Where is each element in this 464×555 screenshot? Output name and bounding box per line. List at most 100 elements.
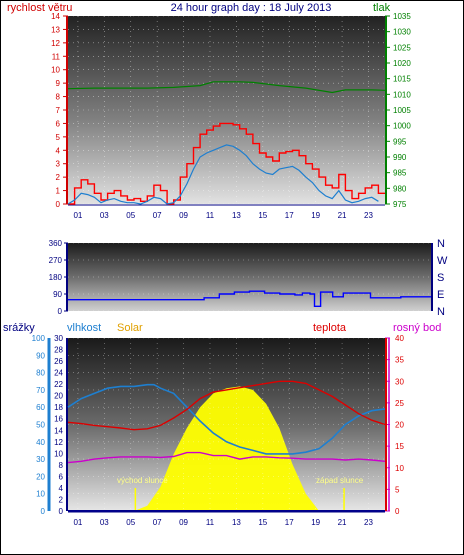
y-tick-label: 14 — [51, 12, 60, 21]
y2-tick-label: 1020 — [393, 59, 411, 68]
rain-tick-label: 18 — [54, 403, 63, 412]
y-tick-label: 360 — [49, 239, 63, 248]
x-tick-label: 01 — [73, 518, 82, 527]
wind-speed-label: rychlost větru — [7, 2, 72, 14]
x-tick-label: 23 — [364, 518, 373, 527]
x-tick-label: 07 — [153, 518, 162, 527]
compass-label: N — [437, 238, 445, 250]
humidity-tick-label: 90 — [36, 351, 45, 360]
x-tick-label: 03 — [100, 211, 109, 220]
pressure-label: tlak — [373, 2, 391, 14]
rain-tick-label: 24 — [54, 369, 63, 378]
x-tick-label: 05 — [126, 518, 135, 527]
temp-tick-label: 5 — [395, 485, 400, 494]
humidity-tick-label: 100 — [32, 334, 46, 343]
x-tick-label: 09 — [179, 518, 188, 527]
compass-label: N — [437, 306, 445, 318]
x-tick-label: 11 — [206, 211, 215, 220]
y-tick-label: 1 — [56, 187, 61, 196]
x-tick-label: 17 — [285, 211, 294, 220]
y2-tick-label: 1005 — [393, 106, 411, 115]
rain-tick-label: 22 — [54, 380, 63, 389]
temp-tick-label: 25 — [395, 399, 404, 408]
y2-tick-label: 1000 — [393, 122, 411, 131]
y2-tick-label: 995 — [393, 137, 407, 146]
x-tick-label: 11 — [206, 518, 215, 527]
x-tick-label: 03 — [100, 518, 109, 527]
x-tick-label: 19 — [311, 518, 320, 527]
y-tick-label: 0 — [56, 200, 61, 209]
rain-tick-label: 8 — [59, 461, 64, 470]
y2-tick-label: 990 — [393, 153, 407, 162]
x-tick-label: 19 — [311, 211, 320, 220]
rain-tick-label: 2 — [59, 495, 64, 504]
wind-direction-line — [68, 290, 431, 307]
y-tick-label: 10 — [51, 66, 60, 75]
rain-tick-label: 20 — [54, 392, 63, 401]
y-tick-label: 4 — [56, 146, 61, 155]
x-tick-label: 21 — [338, 211, 347, 220]
sunset-label: západ slunce — [316, 476, 364, 485]
temp-tick-label: 35 — [395, 356, 404, 365]
x-tick-label: 15 — [258, 518, 267, 527]
solar-area — [134, 386, 319, 511]
x-tick-label: 17 — [285, 518, 294, 527]
rain-tick-label: 10 — [54, 449, 63, 458]
humidity-line — [67, 383, 386, 455]
humidity-tick-label: 0 — [41, 507, 46, 516]
rain-tick-label: 30 — [54, 334, 63, 343]
rain-tick-label: 16 — [54, 415, 63, 424]
compass-label: S — [437, 272, 444, 284]
weather-chart: 0102030405060708090100024681012141618202… — [32, 334, 405, 527]
y2-tick-label: 1030 — [393, 28, 411, 37]
temp-tick-label: 10 — [395, 464, 404, 473]
y-tick-label: 270 — [49, 256, 63, 265]
y-tick-label: 90 — [53, 290, 62, 299]
x-tick-label: 01 — [73, 211, 82, 220]
x-tick-label: 09 — [179, 211, 188, 220]
legend-rain: srážky — [3, 322, 35, 334]
compass-label: E — [437, 289, 444, 301]
y-tick-label: 2 — [56, 173, 61, 182]
x-tick-label: 23 — [364, 211, 373, 220]
sunrise-label: východ slunce — [117, 476, 168, 485]
y-tick-label: 6 — [56, 119, 61, 128]
humidity-tick-label: 30 — [36, 455, 45, 464]
rain-tick-label: 0 — [59, 507, 64, 516]
wind-average-line — [67, 144, 379, 205]
humidity-tick-label: 10 — [36, 490, 45, 499]
y-tick-label: 180 — [49, 273, 63, 282]
y-tick-label: 13 — [51, 25, 60, 34]
x-tick-label: 13 — [232, 211, 241, 220]
x-tick-label: 07 — [153, 211, 162, 220]
y-tick-label: 9 — [56, 79, 61, 88]
temp-tick-label: 30 — [395, 377, 404, 386]
y-tick-label: 7 — [56, 106, 61, 115]
y-tick-label: 8 — [56, 93, 61, 102]
dewpoint-line — [67, 451, 386, 464]
wind-direction-chart: 0 N 90 E 180 S 270 W 360 N — [49, 238, 448, 318]
y-tick-label: 12 — [51, 39, 60, 48]
compass-label: W — [437, 255, 448, 267]
y2-tick-label: 1010 — [393, 90, 411, 99]
rain-tick-label: 4 — [59, 484, 64, 493]
temp-tick-label: 15 — [395, 442, 404, 451]
rain-tick-label: 12 — [54, 438, 63, 447]
humidity-tick-label: 60 — [36, 403, 45, 412]
humidity-tick-label: 80 — [36, 369, 45, 378]
y2-tick-label: 985 — [393, 169, 407, 178]
y2-tick-label: 980 — [393, 184, 407, 193]
legend-solar: Solar — [117, 322, 143, 334]
x-tick-label: 13 — [232, 518, 241, 527]
y-tick-label: 3 — [56, 160, 61, 169]
direction-plot-background — [68, 243, 431, 311]
y2-tick-label: 975 — [393, 200, 407, 209]
temperature-line — [67, 380, 386, 431]
humidity-tick-label: 50 — [36, 421, 45, 430]
legend-humidity: vlhkost — [67, 322, 101, 334]
x-tick-label: 15 — [258, 211, 267, 220]
wind-gust-line — [68, 122, 385, 205]
humidity-tick-label: 40 — [36, 438, 45, 447]
